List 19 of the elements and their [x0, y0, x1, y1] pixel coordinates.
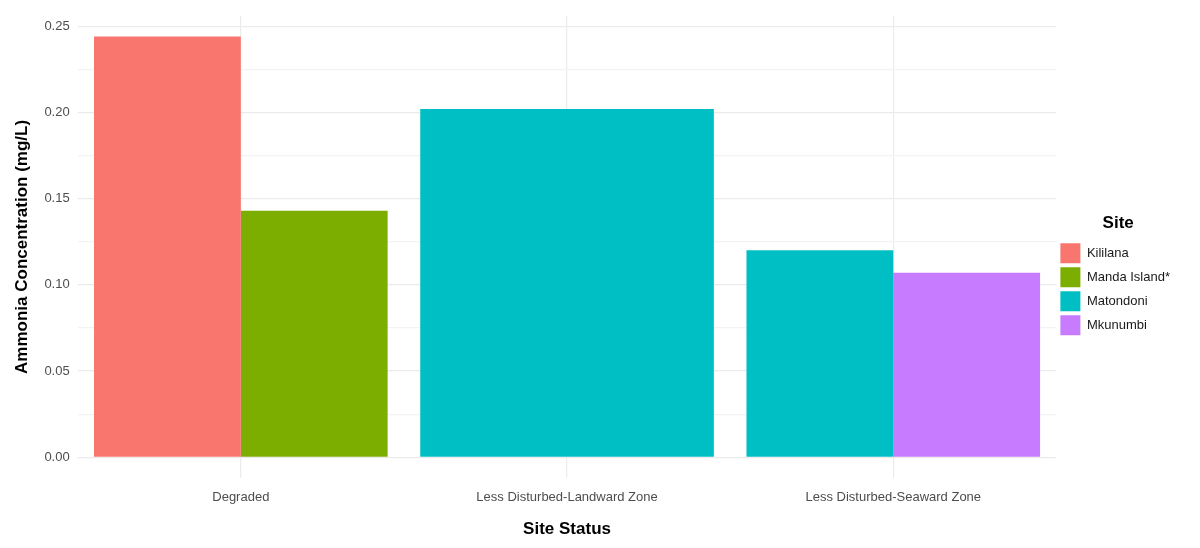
y-tick-label: 0.10 — [44, 276, 70, 292]
legend-label: Manda Island* — [1086, 268, 1171, 284]
legend-title: Site — [1102, 212, 1134, 232]
y-tick-label: 0.15 — [44, 190, 70, 206]
bar — [94, 36, 241, 457]
x-tick-label: Degraded — [212, 489, 270, 505]
y-axis-title: Ammonia Concentration (mg/L) — [11, 119, 31, 374]
legend-label: Kililana — [1086, 244, 1130, 260]
y-tick-label: 0.25 — [44, 17, 70, 33]
legend-label: Mkunumbi — [1086, 316, 1147, 332]
y-tick-label: 0.00 — [44, 448, 70, 464]
x-tick-label: Less Disturbed-Seaward Zone — [805, 489, 982, 505]
x-tick-label: Less Disturbed-Landward Zone — [476, 489, 658, 505]
y-tick-label: 0.20 — [44, 103, 70, 119]
legend-label: Matondoni — [1086, 292, 1148, 308]
bar — [240, 210, 388, 457]
bar — [893, 272, 1041, 457]
x-axis-title: Site Status — [523, 519, 611, 539]
y-tick-label: 0.05 — [44, 362, 70, 378]
